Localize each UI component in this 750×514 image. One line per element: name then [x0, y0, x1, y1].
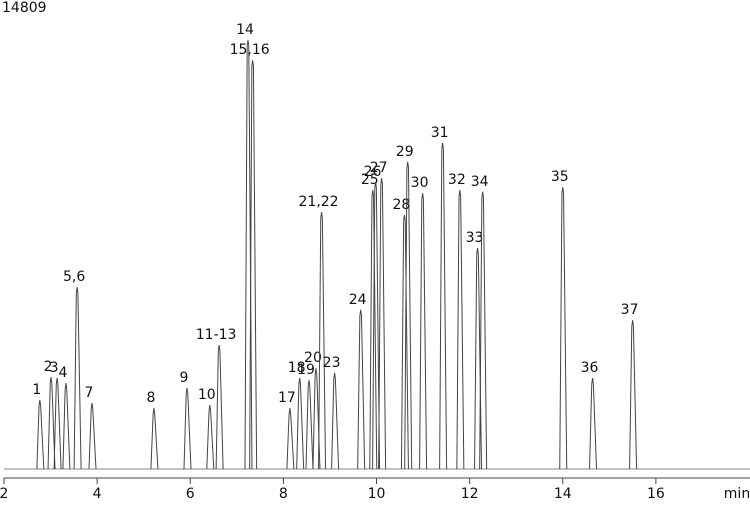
peak [36, 399, 45, 470]
peak [629, 320, 638, 470]
peak-label: 4 [58, 365, 67, 381]
peak [589, 377, 598, 470]
peak-label: 29 [396, 144, 414, 160]
peak-label: 24 [349, 292, 367, 308]
peak-label: 25 [361, 172, 379, 188]
peak [183, 387, 192, 470]
peak-label: 9 [180, 370, 189, 386]
peak-label: 37 [621, 302, 639, 318]
peak [369, 190, 378, 470]
peak [88, 402, 97, 470]
peak [439, 142, 448, 470]
peak-label: 36 [581, 360, 599, 376]
peak [378, 178, 387, 470]
peak [404, 161, 413, 470]
peak-label: 21,22 [299, 194, 339, 210]
peak [372, 181, 381, 470]
peak-label: 34 [471, 174, 489, 190]
peak [559, 187, 568, 470]
peak-label: 11-13 [196, 327, 237, 343]
peak [286, 408, 295, 470]
peak [206, 405, 215, 470]
peak-label: 1 [32, 382, 41, 398]
x-axis-label: min [724, 486, 750, 502]
peak [215, 344, 224, 470]
peak [47, 377, 56, 470]
peak-label: 8 [146, 390, 155, 406]
peak-label: 7 [85, 385, 94, 401]
peak [318, 211, 327, 470]
peak [419, 193, 428, 470]
peak [456, 190, 465, 470]
peak [53, 377, 62, 470]
peak-label: 32 [448, 172, 466, 188]
chart-title: 14809 [2, 0, 47, 16]
x-tick-label: 16 [647, 486, 665, 502]
peak-label: 30 [411, 175, 429, 191]
peak-label: 26 [364, 164, 382, 180]
peak-label: 28 [393, 197, 411, 213]
peak [150, 408, 159, 470]
x-tick-label: 14 [554, 486, 572, 502]
peak [244, 39, 253, 470]
peak [312, 368, 321, 470]
peak [479, 191, 488, 470]
x-tick-label: 6 [186, 486, 195, 502]
x-tick-label: 12 [461, 486, 479, 502]
peak-label: 2 [44, 359, 53, 375]
peak-label: 17 [278, 390, 296, 406]
x-tick-label: 8 [279, 486, 288, 502]
peak [249, 60, 258, 470]
peak-label: 18 [288, 360, 306, 376]
peak-label: 3 [50, 360, 59, 376]
peak-label: 27 [370, 160, 388, 176]
x-tick-label: 2 [0, 486, 8, 502]
peak [296, 377, 305, 470]
peak-label: 15,16 [230, 42, 270, 58]
peak [62, 383, 71, 470]
peak [73, 287, 82, 470]
peak-label: 23 [323, 355, 341, 371]
peak [474, 247, 483, 470]
peak-label: 10 [198, 387, 216, 403]
peak [331, 372, 340, 470]
x-tick-label: 10 [368, 486, 386, 502]
peak [305, 380, 314, 470]
peak-label: 5,6 [63, 269, 85, 285]
peak-label: 33 [466, 230, 484, 246]
x-tick-label: 4 [93, 486, 102, 502]
peak [357, 309, 366, 470]
peak-label: 20 [304, 350, 322, 366]
peak-label: 31 [431, 125, 449, 141]
peak-label: 19 [297, 362, 315, 378]
peak-label: 35 [551, 169, 569, 185]
peak-label: 14 [236, 22, 254, 38]
